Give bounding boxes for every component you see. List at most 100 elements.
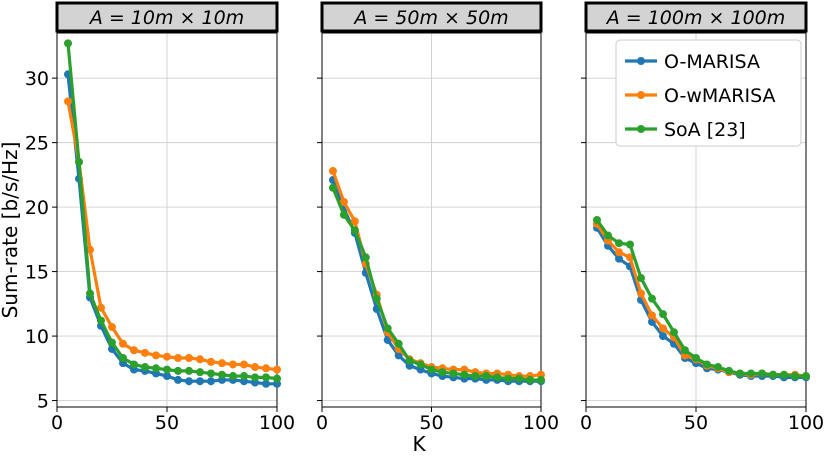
tick-layer: 0 50 100 5 10 15 20 25 30 0 50 100 0 50 100 [25,68,824,434]
data-point [361,253,370,262]
data-point [659,324,667,333]
data-point [537,375,545,384]
panel-title-box [584,1,808,33]
x-tick-label: 50 [155,412,179,434]
data-point [328,183,337,192]
data-point [141,363,149,372]
data-point [207,357,215,366]
data-point [372,294,381,303]
data-point [64,97,72,106]
series-layer [64,39,810,388]
data-point [273,365,281,374]
data-point [174,353,182,362]
data-point [185,366,193,375]
x-axis-label: K [412,432,426,456]
data-point [108,338,116,347]
data-point [218,370,226,379]
data-point [119,339,127,348]
data-point [86,289,94,298]
series-line [331,179,541,383]
data-point [802,372,810,381]
data-point [714,363,722,372]
data-point [681,346,689,355]
data-point [659,310,667,319]
data-point [438,368,447,377]
data-point [97,316,105,325]
data-point [416,360,425,369]
data-point [141,348,149,357]
data-point [504,374,513,383]
data-point [130,346,138,355]
data-point [394,351,403,360]
data-point [339,210,348,219]
x-tick-label: 100 [259,412,295,434]
y-tick-label: 30 [25,68,49,90]
legend-swatch-marker [637,57,645,65]
x-tick-label: 100 [523,412,559,434]
y-tick-label: 5 [37,391,49,413]
data-point [449,369,458,378]
data-point [339,197,348,206]
data-point [185,377,193,386]
data-point [130,360,138,369]
data-point [648,311,656,320]
data-point [251,373,259,382]
legend: O-MARISA O-wMARISA SoA [23] [615,39,802,147]
data-point [163,372,171,381]
data-point [615,248,623,257]
data-point [515,374,524,383]
data-point [185,353,193,362]
data-point [240,360,248,369]
data-point [350,226,359,235]
y-tick-label: 15 [25,262,49,284]
data-point [758,369,766,378]
data-point [670,328,678,337]
y-tick-label: 25 [25,133,49,155]
x-tick-label: 0 [316,412,328,434]
legend-label: SoA [23] [664,119,746,141]
data-point [471,372,480,381]
data-point [163,352,171,361]
y-axis-label: Sum-rate [b/s/Hz] [0,142,22,319]
data-point [692,353,700,362]
series-line [66,74,277,386]
data-point [482,372,491,381]
data-point [394,339,403,348]
data-point [626,240,634,249]
data-point [229,360,237,369]
data-point [637,274,645,283]
data-point [251,363,259,372]
data-point [163,365,171,374]
x-tick-label: 50 [684,412,708,434]
panel-title: A = 10m × 10m [88,7,244,29]
data-point [526,375,535,384]
data-point [174,366,182,375]
x-tick-label: 50 [419,412,443,434]
data-point [262,373,270,382]
data-point [152,351,160,360]
y-tick-label: 10 [25,326,49,348]
data-point [262,364,270,373]
legend-swatch-marker [637,125,645,133]
title-layer: A = 10m × 10m A = 50m × 50m A = 100m × 100… [55,1,808,33]
data-point [64,39,72,48]
data-point [780,370,788,379]
data-point [262,379,270,388]
data-point [174,375,182,384]
data-point [769,370,777,379]
legend-label: O-wMARISA [664,85,776,107]
data-point [703,360,711,369]
data-point [328,166,337,175]
x-tick-label: 0 [51,412,63,434]
data-point [273,374,281,383]
data-point [725,366,733,375]
data-point [747,369,755,378]
data-point [736,369,744,378]
data-point [427,365,436,374]
data-point [648,294,656,303]
panel-title: A = 100m × 100m [605,7,786,29]
legend-label: O-MARISA [664,51,760,73]
legend-box [615,39,802,147]
data-point [97,303,105,312]
legend-entries: O-MARISA O-wMARISA SoA [23] [625,51,776,141]
